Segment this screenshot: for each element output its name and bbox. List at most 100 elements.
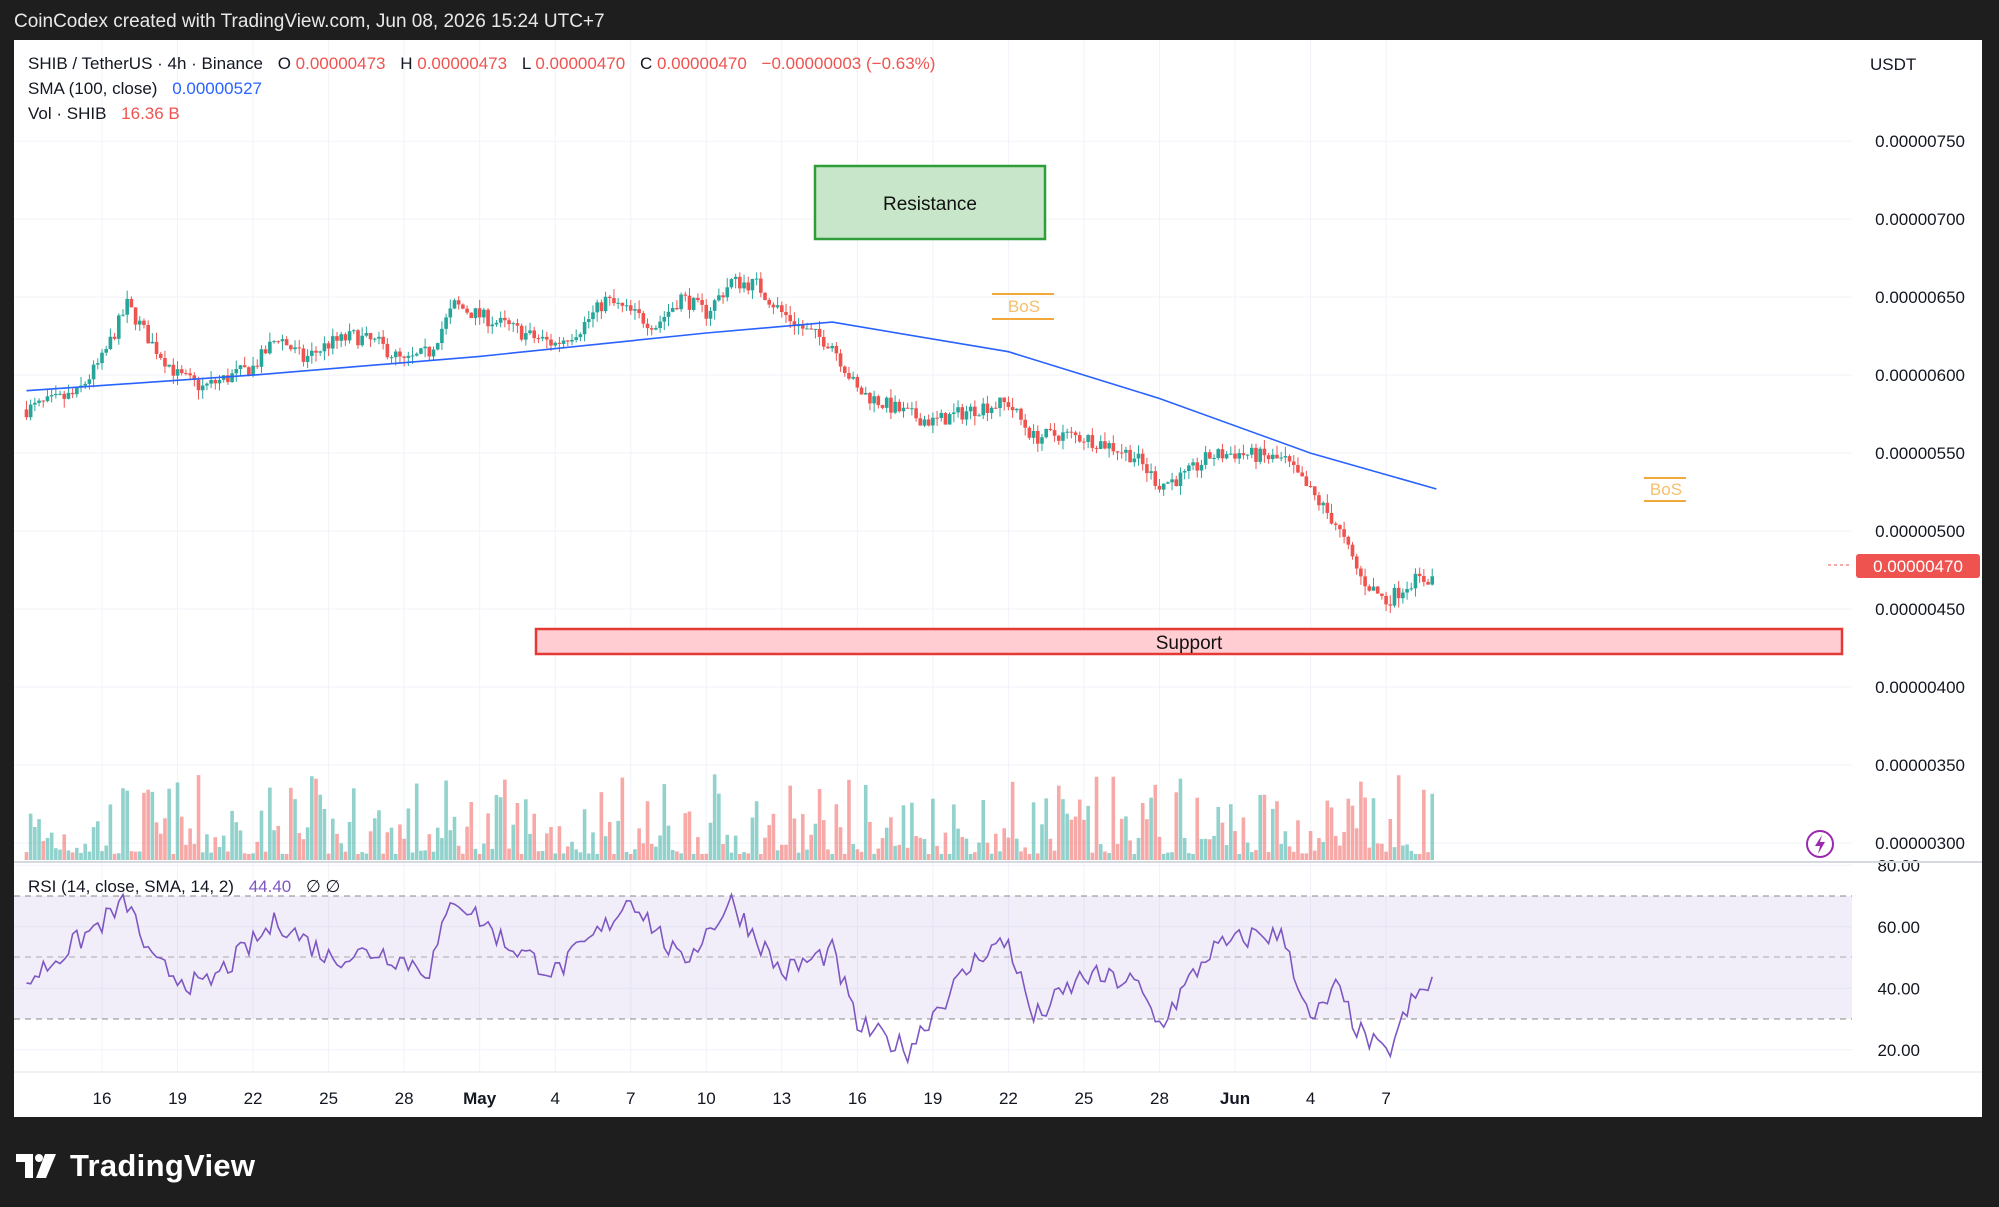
time-tick-label: 7: [1381, 1089, 1390, 1108]
candle-body: [1342, 529, 1346, 537]
volume-bar: [851, 843, 855, 860]
volume-bar: [226, 851, 230, 860]
volume-bar: [1052, 850, 1057, 860]
candle-body: [813, 328, 818, 330]
candle-body: [553, 342, 558, 346]
volume-bar: [37, 819, 41, 860]
volume-bar: [670, 850, 675, 860]
volume-bar: [129, 851, 134, 860]
candle-body: [24, 409, 29, 418]
volume-bar: [133, 851, 138, 860]
candle-body: [868, 392, 872, 404]
candle-body: [217, 379, 222, 384]
legend-l-label: L: [522, 54, 531, 73]
volume-bar: [1145, 819, 1149, 860]
volume-bar: [456, 845, 461, 860]
candle-body: [435, 343, 440, 350]
support-zone[interactable]: Support: [534, 627, 1844, 656]
candle-body: [335, 336, 339, 341]
candle-body: [1115, 451, 1120, 453]
candle-body: [859, 387, 864, 395]
candle-body: [863, 392, 868, 395]
time-tick-label: 13: [772, 1089, 791, 1108]
bos-label-1: BoS: [1008, 297, 1040, 316]
candle-body: [1333, 523, 1338, 526]
volume-bar: [649, 843, 654, 860]
candle-body: [729, 279, 734, 288]
candle-body: [1061, 432, 1065, 441]
candle-body: [142, 320, 146, 325]
price-tick-label: 0.00000600: [1875, 366, 1965, 385]
candle-body: [62, 393, 67, 399]
candle-body: [1325, 502, 1330, 513]
candle-body: [1384, 595, 1388, 605]
candle-body: [683, 294, 688, 296]
candle-body: [1044, 428, 1048, 438]
chart-panel[interactable]: Resistance Support BoS BoS 0.00000750 0.0…: [14, 40, 1982, 1117]
volume-bar: [1291, 851, 1296, 860]
rsi-axis: 80.00 60.00 40.00 20.00: [1877, 856, 1920, 1060]
candle-body: [1275, 454, 1279, 459]
candle-body: [1224, 454, 1229, 459]
price-scale[interactable]: [1852, 40, 1982, 850]
volume-bar: [146, 789, 150, 860]
candle-body: [1145, 464, 1149, 474]
volume-bar: [440, 838, 444, 860]
candle-body: [1019, 408, 1023, 420]
candle-body: [494, 322, 499, 325]
candle-body: [1052, 430, 1057, 436]
candle-body: [108, 336, 113, 350]
candle-body: [750, 278, 755, 291]
tradingview-logo[interactable]: TradingView: [16, 1146, 255, 1186]
candle-body: [746, 282, 751, 291]
bos-label-2: BoS: [1650, 480, 1682, 499]
candle-body: [1216, 449, 1221, 458]
chart-svg[interactable]: Resistance Support BoS BoS 0.000007500.0…: [14, 40, 1982, 1117]
lightning-icon[interactable]: [1806, 830, 1834, 858]
candle-body: [96, 363, 100, 365]
volume-bar: [1249, 852, 1254, 860]
footer-bar: [0, 1117, 1999, 1207]
candle-body: [507, 320, 511, 325]
candle-body: [129, 298, 134, 308]
candle-body: [872, 396, 876, 404]
candle-body: [322, 343, 327, 352]
candle-body: [456, 300, 461, 305]
candle-body: [293, 347, 297, 350]
candle-body: [402, 356, 406, 358]
time-tick-label: 28: [1150, 1089, 1169, 1108]
volume-bar: [45, 837, 50, 860]
volume-bar: [364, 853, 369, 860]
volume-bar: [393, 853, 398, 860]
volume-bar: [926, 853, 931, 860]
volume-bar: [280, 853, 285, 860]
candle-body: [964, 411, 969, 420]
candle-body: [935, 417, 939, 419]
candle-body: [1077, 435, 1082, 442]
currency-label: USDT: [1870, 55, 1916, 74]
candle-body: [406, 355, 411, 358]
candle-body: [670, 307, 675, 312]
svg-text:Vol · SHIB 16.36 B: Vol · SHIB 16.36 B: [28, 104, 180, 123]
volume-bar: [62, 834, 67, 860]
currency-selector[interactable]: USDT: [1860, 49, 1970, 77]
candle-body: [1317, 495, 1321, 506]
candle-body: [1153, 471, 1158, 486]
legend-o-value: 0.00000473: [296, 54, 386, 73]
candle-body: [922, 419, 927, 426]
candle-body: [45, 396, 50, 402]
candle-body: [1405, 588, 1409, 593]
candle-body: [1233, 453, 1237, 459]
volume-bar: [255, 841, 260, 860]
volume-bar: [880, 838, 885, 860]
volume-bar: [738, 853, 742, 860]
volume-bar: [708, 822, 713, 860]
time-axis[interactable]: 16 19 22 25 28 May 4 7 10 13 16 19 22 25 28 Jun 4 7: [93, 1089, 1391, 1108]
resistance-zone[interactable]: Resistance: [813, 164, 1047, 241]
volume-bar: [330, 818, 335, 860]
volume-bar: [305, 827, 310, 860]
volume-bar: [557, 826, 562, 860]
volume-bar: [1409, 850, 1414, 860]
legend-change: −0.00000003 (−0.63%): [762, 54, 936, 73]
candle-body: [1174, 479, 1179, 487]
